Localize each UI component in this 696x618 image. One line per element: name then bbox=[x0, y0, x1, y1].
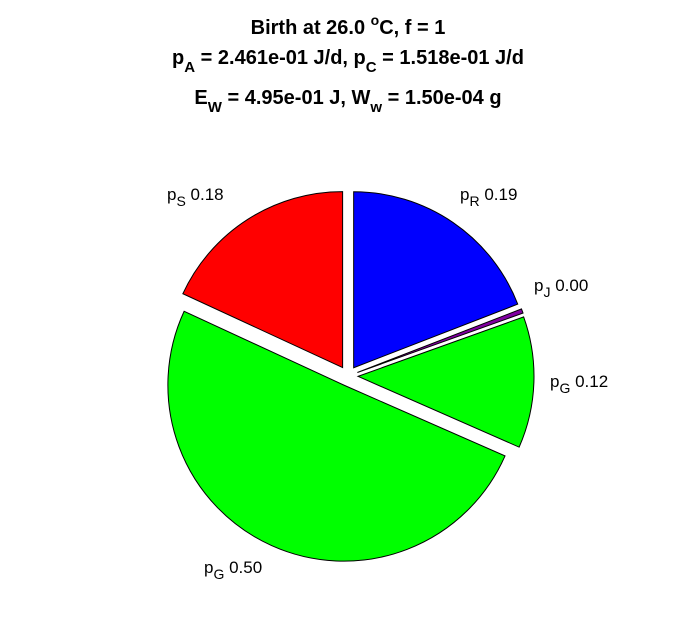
title-line-3: EW = 4.95e-01 J, Ww = 1.50e-04 g bbox=[194, 87, 501, 116]
title-line-1: Birth at 26.0 oC, f = 1 bbox=[251, 12, 446, 39]
label-pG-bottom: pG 0.50 bbox=[204, 558, 262, 582]
slice-pR bbox=[353, 191, 519, 369]
pie-labels: pR 0.19 pJ 0.00 pG 0.12 pG 0.50 pS 0.18 bbox=[167, 185, 608, 582]
label-pR: pR 0.19 bbox=[460, 185, 517, 209]
chart-title: Birth at 26.0 oC, f = 1 pA = 2.461e-01 J… bbox=[172, 12, 524, 116]
slice-pG-right bbox=[356, 316, 535, 448]
title-line-2: pA = 2.461e-01 J/d, pC = 1.518e-01 J/d bbox=[172, 47, 524, 76]
label-pS: pS 0.18 bbox=[167, 185, 224, 209]
pie-slices bbox=[167, 191, 535, 562]
slice-pS bbox=[182, 191, 344, 369]
label-pG-right: pG 0.12 bbox=[550, 372, 608, 396]
label-pJ: pJ 0.00 bbox=[534, 276, 588, 300]
slice-pG-bottom bbox=[167, 310, 506, 562]
slice-pJ bbox=[357, 308, 524, 373]
